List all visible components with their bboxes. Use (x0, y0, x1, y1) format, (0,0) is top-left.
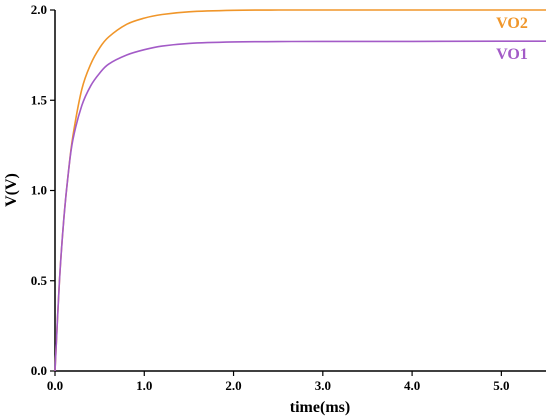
x-tick-label: 1.0 (136, 378, 152, 393)
y-tick-label: 0.0 (31, 363, 47, 378)
x-tick-label: 2.0 (225, 378, 241, 393)
x-axis-title: time(ms) (290, 399, 350, 416)
axes (54, 10, 546, 372)
series-line-vo2 (54, 9, 546, 372)
series-label-vo2: VO2 (496, 15, 528, 32)
series-labels: VO2 VO1 (496, 15, 528, 63)
y-tick-label: 0.5 (31, 273, 48, 288)
x-tick-label: 0.0 (47, 378, 63, 393)
series-line-vo1 (54, 40, 547, 372)
series-layer (54, 9, 547, 372)
x-tick-label: 4.0 (404, 378, 420, 393)
series-label-vo1: VO1 (496, 46, 528, 63)
y-tick-label: 1.0 (31, 183, 47, 198)
y-tick-label: 1.5 (31, 92, 48, 107)
x-ticks: 0.0 1.0 2.0 3.0 4.0 5.0 (47, 371, 509, 393)
y-axis-title: V(V) (3, 173, 20, 207)
y-ticks: 0.0 0.5 1.0 1.5 2.0 (31, 2, 55, 378)
y-tick-label: 2.0 (31, 2, 47, 17)
x-tick-label: 5.0 (493, 378, 509, 393)
x-tick-label: 3.0 (315, 378, 331, 393)
